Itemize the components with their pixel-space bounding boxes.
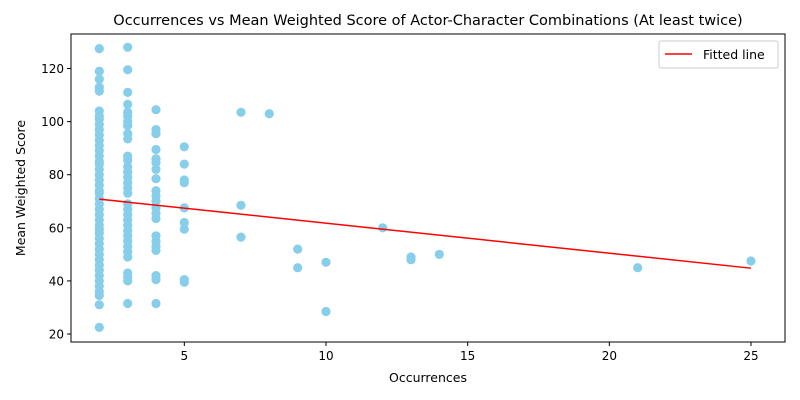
- x-tick-label: 15: [460, 349, 475, 363]
- data-point: [179, 159, 189, 169]
- data-point: [179, 142, 189, 152]
- x-axis: 5 10 15 20 25: [181, 342, 759, 363]
- x-tick-label: 25: [743, 349, 758, 363]
- x-tick-label: 5: [181, 349, 189, 363]
- data-point: [94, 86, 104, 96]
- data-point: [94, 74, 104, 84]
- data-point: [94, 66, 104, 76]
- data-point: [123, 298, 133, 309]
- data-point: [123, 188, 133, 198]
- data-point: [151, 158, 161, 168]
- data-point: [746, 256, 756, 266]
- data-point: [293, 263, 303, 273]
- data-point: [151, 144, 161, 155]
- data-point: [321, 257, 331, 267]
- data-point: [151, 164, 161, 174]
- data-point: [151, 174, 161, 184]
- y-tick-label: 120: [41, 62, 64, 76]
- data-point: [151, 275, 161, 285]
- data-point: [123, 65, 133, 75]
- data-point: [94, 290, 104, 301]
- legend: Fitted line: [658, 40, 779, 69]
- data-point: [123, 252, 133, 262]
- data-point: [236, 232, 246, 242]
- data-points: [94, 42, 756, 332]
- data-point: [151, 105, 161, 115]
- data-point: [179, 224, 189, 234]
- data-point: [123, 99, 133, 109]
- y-tick-label: 40: [49, 274, 64, 288]
- data-point: [179, 277, 189, 287]
- data-point: [151, 213, 161, 224]
- data-point: [434, 249, 444, 259]
- data-point: [151, 298, 161, 309]
- data-point: [264, 109, 274, 119]
- y-axis: 20 40 60 80 100 120: [41, 62, 71, 342]
- data-point: [123, 87, 133, 97]
- plot-frame: [70, 33, 786, 343]
- data-point: [179, 178, 189, 188]
- y-axis-label: Mean Weighted Score: [13, 120, 28, 256]
- data-point: [94, 44, 104, 54]
- data-point: [321, 306, 331, 317]
- chart-title: Occurrences vs Mean Weighted Score of Ac…: [113, 13, 742, 29]
- y-tick-label: 80: [49, 168, 64, 182]
- data-point: [123, 42, 133, 52]
- data-point: [236, 200, 246, 210]
- data-point: [378, 223, 388, 233]
- data-point: [123, 121, 133, 131]
- data-point: [293, 244, 303, 254]
- y-tick-label: 20: [49, 328, 64, 342]
- legend-label-fitted-line: Fitted line: [703, 47, 765, 62]
- legend-box: [658, 40, 779, 69]
- data-point: [151, 245, 161, 255]
- data-point: [94, 300, 104, 310]
- fitted-line: [99, 198, 752, 269]
- x-tick-label: 20: [602, 349, 617, 363]
- data-point: [179, 217, 189, 228]
- y-tick-label: 60: [49, 221, 64, 235]
- data-point: [633, 263, 643, 273]
- fitted-line-layer: [99, 198, 752, 269]
- data-point: [151, 196, 161, 206]
- x-axis-label: Occurrences: [389, 370, 467, 385]
- data-point: [123, 276, 133, 286]
- data-point: [123, 134, 133, 144]
- data-point: [236, 107, 246, 117]
- data-point: [123, 155, 133, 165]
- data-point: [151, 129, 161, 139]
- x-tick-label: 10: [318, 349, 333, 363]
- data-point: [94, 322, 104, 332]
- data-point: [406, 255, 416, 265]
- y-tick-label: 100: [41, 115, 64, 129]
